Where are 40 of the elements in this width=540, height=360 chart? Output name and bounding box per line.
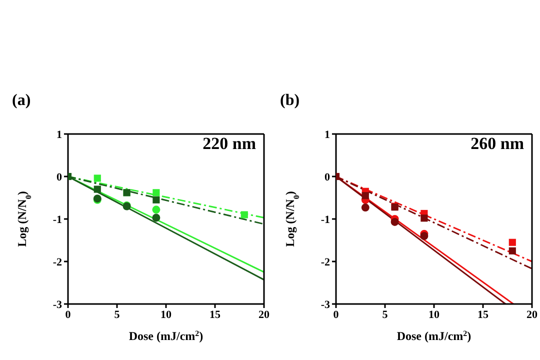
y-tick-label: -3 — [52, 298, 62, 311]
point — [362, 192, 369, 200]
x-tick-label: 20 — [526, 308, 538, 321]
y-tick-label: -2 — [320, 256, 330, 268]
x-tick-label: 15 — [210, 308, 221, 321]
x-tick-label: 10 — [160, 308, 172, 321]
x-tick-label: 10 — [428, 308, 440, 321]
y-tick-label: -1 — [320, 214, 330, 226]
x-axis-title: Dose (mJ/cm$^{2}$) — [396, 328, 472, 343]
point — [508, 247, 516, 254]
y-tick-label: -1 — [52, 214, 62, 226]
y-tick-label: 1 — [56, 128, 62, 141]
point — [94, 186, 101, 193]
x-tick-label: 5 — [114, 308, 120, 321]
point — [390, 218, 399, 226]
point — [152, 189, 160, 196]
y-tick-label: -3 — [320, 298, 330, 311]
point — [508, 238, 516, 246]
point — [152, 214, 160, 222]
point — [420, 232, 428, 240]
x-tick-label: 0 — [65, 308, 72, 321]
y-tick-label: -2 — [52, 256, 62, 268]
x-tick-label: 0 — [333, 308, 340, 321]
point — [240, 211, 248, 218]
annotation: 260 nm — [470, 134, 524, 154]
x-axis-title: Dose (mJ/cm$^{2}$) — [128, 328, 204, 343]
chart-title: (b) — [280, 92, 300, 110]
point — [361, 204, 370, 212]
point — [152, 196, 160, 204]
annotation: 220 nm — [202, 134, 256, 154]
point — [152, 206, 160, 214]
point — [420, 214, 428, 222]
x-tick-label: 15 — [478, 308, 489, 321]
y-tick-label: 0 — [56, 171, 62, 184]
x-tick-label: 5 — [382, 308, 388, 321]
y-tick-label: 0 — [324, 171, 330, 184]
y-tick-label: 1 — [324, 128, 330, 141]
chart-title: (a) — [12, 92, 31, 110]
point — [94, 174, 101, 182]
x-tick-label: 20 — [258, 308, 270, 321]
